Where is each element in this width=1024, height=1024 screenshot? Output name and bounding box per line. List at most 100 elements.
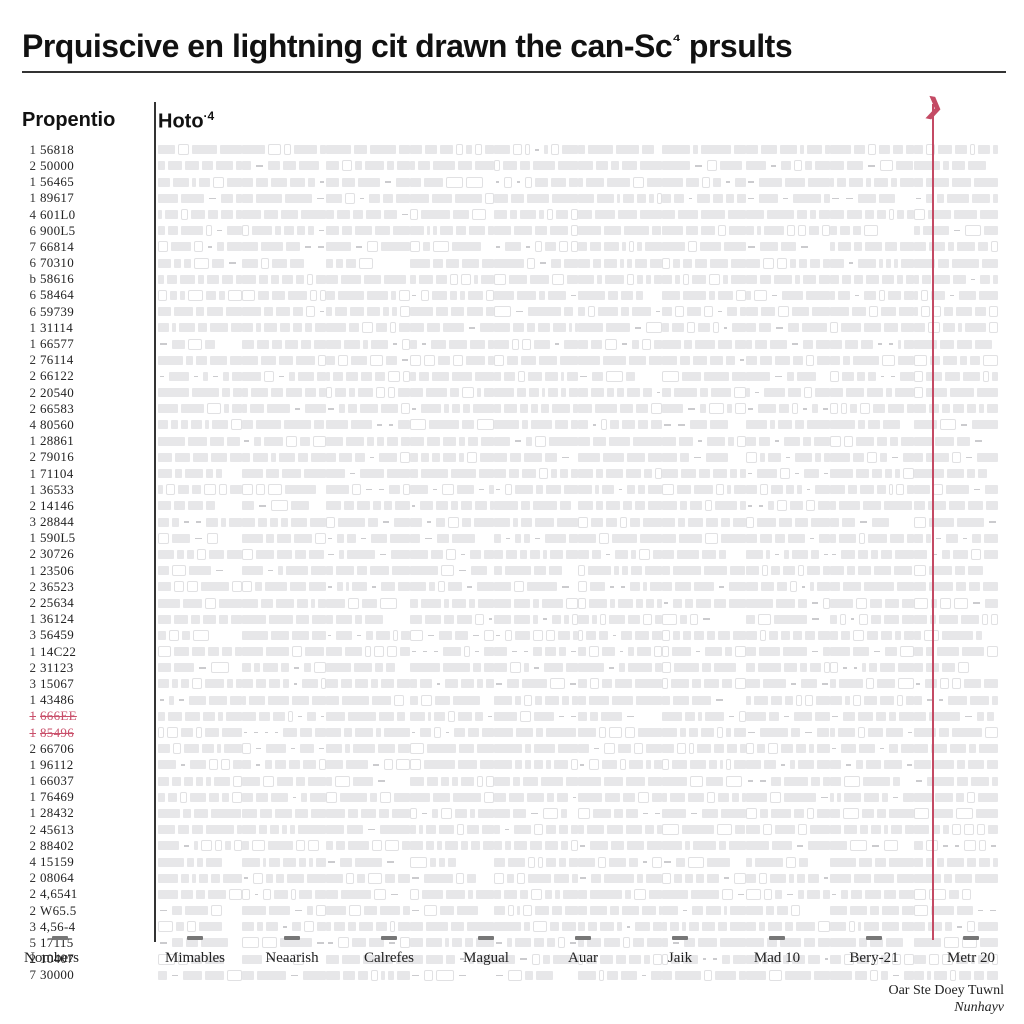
row-ghost-columns bbox=[158, 417, 998, 433]
table-row: 288402 bbox=[22, 838, 1006, 854]
row-ghost-columns bbox=[158, 287, 998, 303]
data-rows: 1568182500001564651896174601L06900L57668… bbox=[22, 142, 1006, 984]
row-value: 14146 bbox=[40, 498, 94, 514]
row-value: 666EE bbox=[40, 708, 94, 724]
x-tick: Mad 10 bbox=[742, 950, 812, 976]
row-ghost-columns bbox=[158, 142, 998, 158]
row-index: 2 bbox=[22, 838, 36, 854]
row-value: 31123 bbox=[40, 660, 94, 676]
row-index: 4 bbox=[22, 854, 36, 870]
table-row: 176469 bbox=[22, 789, 1006, 805]
row-value: 28432 bbox=[40, 805, 94, 821]
row-index: 2 bbox=[22, 368, 36, 384]
row-index: 3 bbox=[22, 627, 36, 643]
row-value: 14C22 bbox=[40, 644, 94, 660]
row-index: 2 bbox=[22, 870, 36, 886]
row-ghost-columns bbox=[158, 384, 998, 400]
table-row: 166577 bbox=[22, 336, 1006, 352]
table-row: 766814 bbox=[22, 239, 1006, 255]
footer-line-2: Nunhayv bbox=[888, 999, 1004, 1016]
row-index: 2 bbox=[22, 886, 36, 902]
row-ghost-columns bbox=[158, 741, 998, 757]
row-ghost-columns bbox=[158, 449, 998, 465]
row-index: 2 bbox=[22, 352, 36, 368]
row-index: 1 bbox=[22, 142, 36, 158]
row-ghost-columns bbox=[158, 174, 998, 190]
row-value: 15159 bbox=[40, 854, 94, 870]
row-ghost-columns bbox=[158, 336, 998, 352]
row-value: 4,6541 bbox=[40, 886, 94, 902]
row-ghost-columns bbox=[158, 708, 998, 724]
row-value: 28861 bbox=[40, 433, 94, 449]
row-value: 66122 bbox=[40, 368, 94, 384]
row-value: 20540 bbox=[40, 385, 94, 401]
x-tick: Mimables bbox=[160, 950, 230, 976]
table-row: 189617 bbox=[22, 190, 1006, 206]
row-ghost-columns bbox=[158, 627, 998, 643]
row-ghost-columns bbox=[158, 368, 998, 384]
row-ghost-columns bbox=[158, 514, 998, 530]
row-value: 66706 bbox=[40, 741, 94, 757]
row-ghost-columns bbox=[158, 223, 998, 239]
row-index: 5 bbox=[22, 935, 36, 951]
table-row: 356459 bbox=[22, 627, 1006, 643]
row-index: 2 bbox=[22, 741, 36, 757]
table-row: 250000 bbox=[22, 158, 1006, 174]
table-row: 128861 bbox=[22, 433, 1006, 449]
row-index: 1 bbox=[22, 336, 36, 352]
row-index: 2 bbox=[22, 660, 36, 676]
table-row: 24,6541 bbox=[22, 886, 1006, 902]
row-ghost-columns bbox=[158, 789, 998, 805]
row-value: 71104 bbox=[40, 466, 94, 482]
row-ghost-columns bbox=[158, 401, 998, 417]
row-ghost-columns bbox=[158, 579, 998, 595]
row-index: 2 bbox=[22, 401, 36, 417]
x-tick: Jaik bbox=[645, 950, 715, 976]
row-index: 4 bbox=[22, 207, 36, 223]
table-row: 2W65.5 bbox=[22, 902, 1006, 918]
row-ghost-columns bbox=[158, 805, 998, 821]
row-index: 3 bbox=[22, 676, 36, 692]
x-tick: Calrefes bbox=[354, 950, 424, 976]
row-value: 4,56-4 bbox=[40, 919, 94, 935]
row-value: 66814 bbox=[40, 239, 94, 255]
table-row: 415159 bbox=[22, 854, 1006, 870]
table-row: 4601L0 bbox=[22, 206, 1006, 222]
row-index: 3 bbox=[22, 919, 36, 935]
row-value: 56465 bbox=[40, 174, 94, 190]
row-value: 56818 bbox=[40, 142, 94, 158]
row-ghost-columns bbox=[158, 255, 998, 271]
row-index: b bbox=[22, 271, 36, 287]
table-row: 230726 bbox=[22, 546, 1006, 562]
row-ghost-columns bbox=[158, 530, 998, 546]
row-value: 08064 bbox=[40, 870, 94, 886]
row-ghost-columns bbox=[158, 498, 998, 514]
table-row: 136533 bbox=[22, 482, 1006, 498]
row-index: 2 bbox=[22, 449, 36, 465]
row-value: 36533 bbox=[40, 482, 94, 498]
row-index: 2 bbox=[22, 579, 36, 595]
row-index: 1 bbox=[22, 482, 36, 498]
row-value: 96112 bbox=[40, 757, 94, 773]
table-row: 34,56-4 bbox=[22, 919, 1006, 935]
row-index: 7 bbox=[22, 239, 36, 255]
header-hoto: Hoto·4 bbox=[158, 109, 214, 134]
table-row: 236523 bbox=[22, 579, 1006, 595]
table-row: 1590L5 bbox=[22, 530, 1006, 546]
row-value: 43486 bbox=[40, 692, 94, 708]
table-row: 166037 bbox=[22, 773, 1006, 789]
row-ghost-columns bbox=[158, 822, 998, 838]
table-row: 266583 bbox=[22, 401, 1006, 417]
row-ghost-columns bbox=[158, 158, 998, 174]
row-value: 56459 bbox=[40, 627, 94, 643]
row-value: 66037 bbox=[40, 773, 94, 789]
table-row: 136124 bbox=[22, 611, 1006, 627]
row-value: 89617 bbox=[40, 190, 94, 206]
row-index: 1 bbox=[22, 805, 36, 821]
row-value: 58464 bbox=[40, 287, 94, 303]
row-ghost-columns bbox=[158, 482, 998, 498]
row-ghost-columns bbox=[158, 563, 998, 579]
x-tick: Metr 20 bbox=[936, 950, 1006, 976]
row-ghost-columns bbox=[158, 838, 998, 854]
row-value: 30726 bbox=[40, 546, 94, 562]
